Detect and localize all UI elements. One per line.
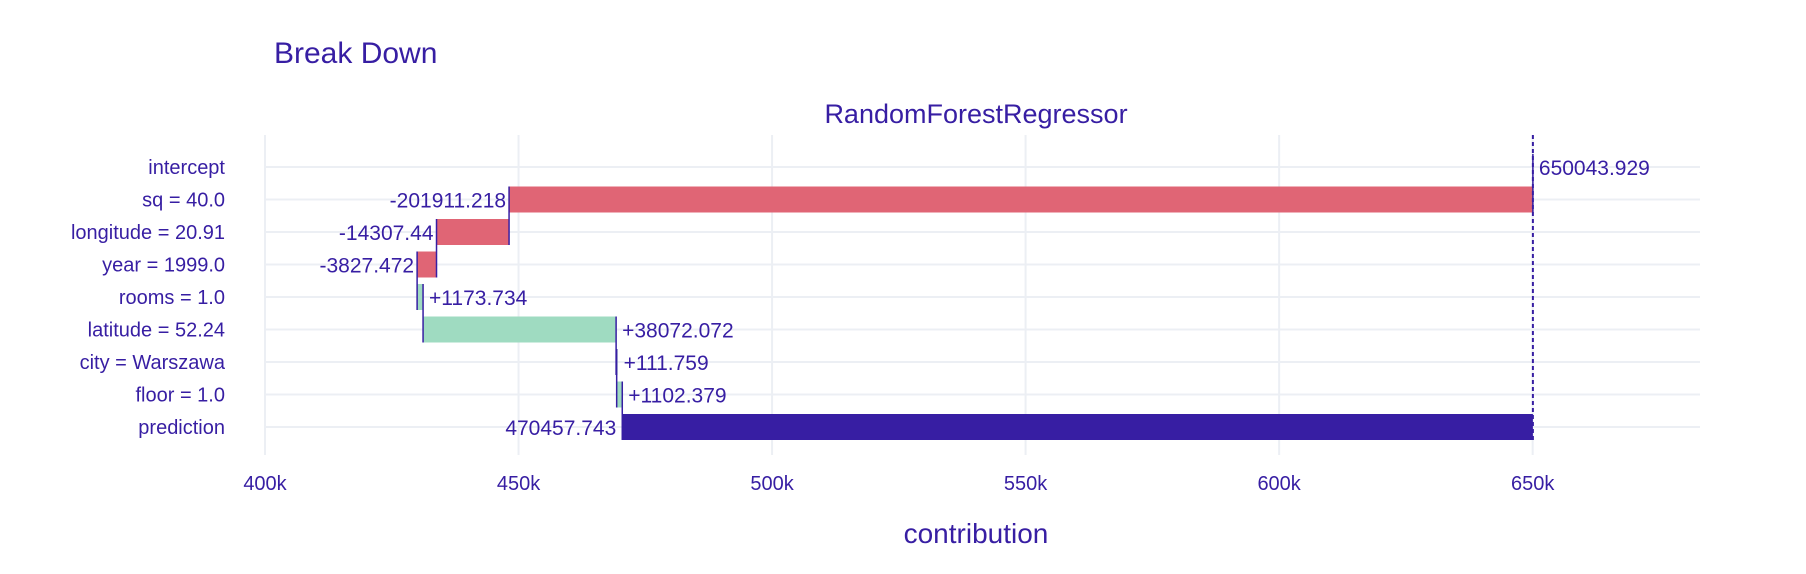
connector-layer [416,135,1534,440]
data-label: +1102.379 [628,385,726,408]
y-tick-label: year = 1999.0 [102,255,225,277]
y-tick-label: latitude = 52.24 [88,320,225,342]
data-label: +1173.734 [429,287,528,310]
x-tick-label: 500k [750,473,794,495]
bar-neg [417,251,437,278]
chart-title: Break Down [274,37,437,70]
chart-subtitle: RandomForestRegressor [824,99,1127,129]
bar-neg [509,186,1533,213]
x-tick-label: 550k [1004,473,1048,495]
y-tick-label: floor = 1.0 [135,385,225,407]
x-axis-label: contribution [904,518,1049,549]
data-label: 470457.743 [505,417,616,440]
data-label: -14307.44 [339,222,434,245]
bar-pos [423,316,617,343]
bar-pos [417,284,424,310]
bar-pos [616,381,623,408]
label-layer: 400k 450k 500k 550k 600k 650k intercept 650043.… [71,157,1650,495]
data-label: -201911.218 [390,190,506,213]
y-tick-label: sq = 40.0 [142,190,225,212]
bar-neg [436,219,510,245]
y-tick-label: intercept [148,157,225,179]
bar-layer [417,186,1533,440]
bar-prediction [622,414,1533,440]
data-label: +111.759 [624,352,709,375]
y-tick-label: city = Warszawa [80,352,226,374]
y-tick-label: rooms = 1.0 [119,287,225,309]
data-label: 650043.929 [1539,157,1650,180]
data-label: -3827.472 [320,255,415,278]
y-tick-label: prediction [138,417,225,439]
x-tick-label: 650k [1511,473,1555,495]
x-tick-label: 450k [497,473,541,495]
x-tick-label: 600k [1257,473,1301,495]
y-tick-label: longitude = 20.91 [71,222,225,244]
x-tick-label: 400k [243,473,287,495]
data-label: +38072.072 [622,320,734,343]
